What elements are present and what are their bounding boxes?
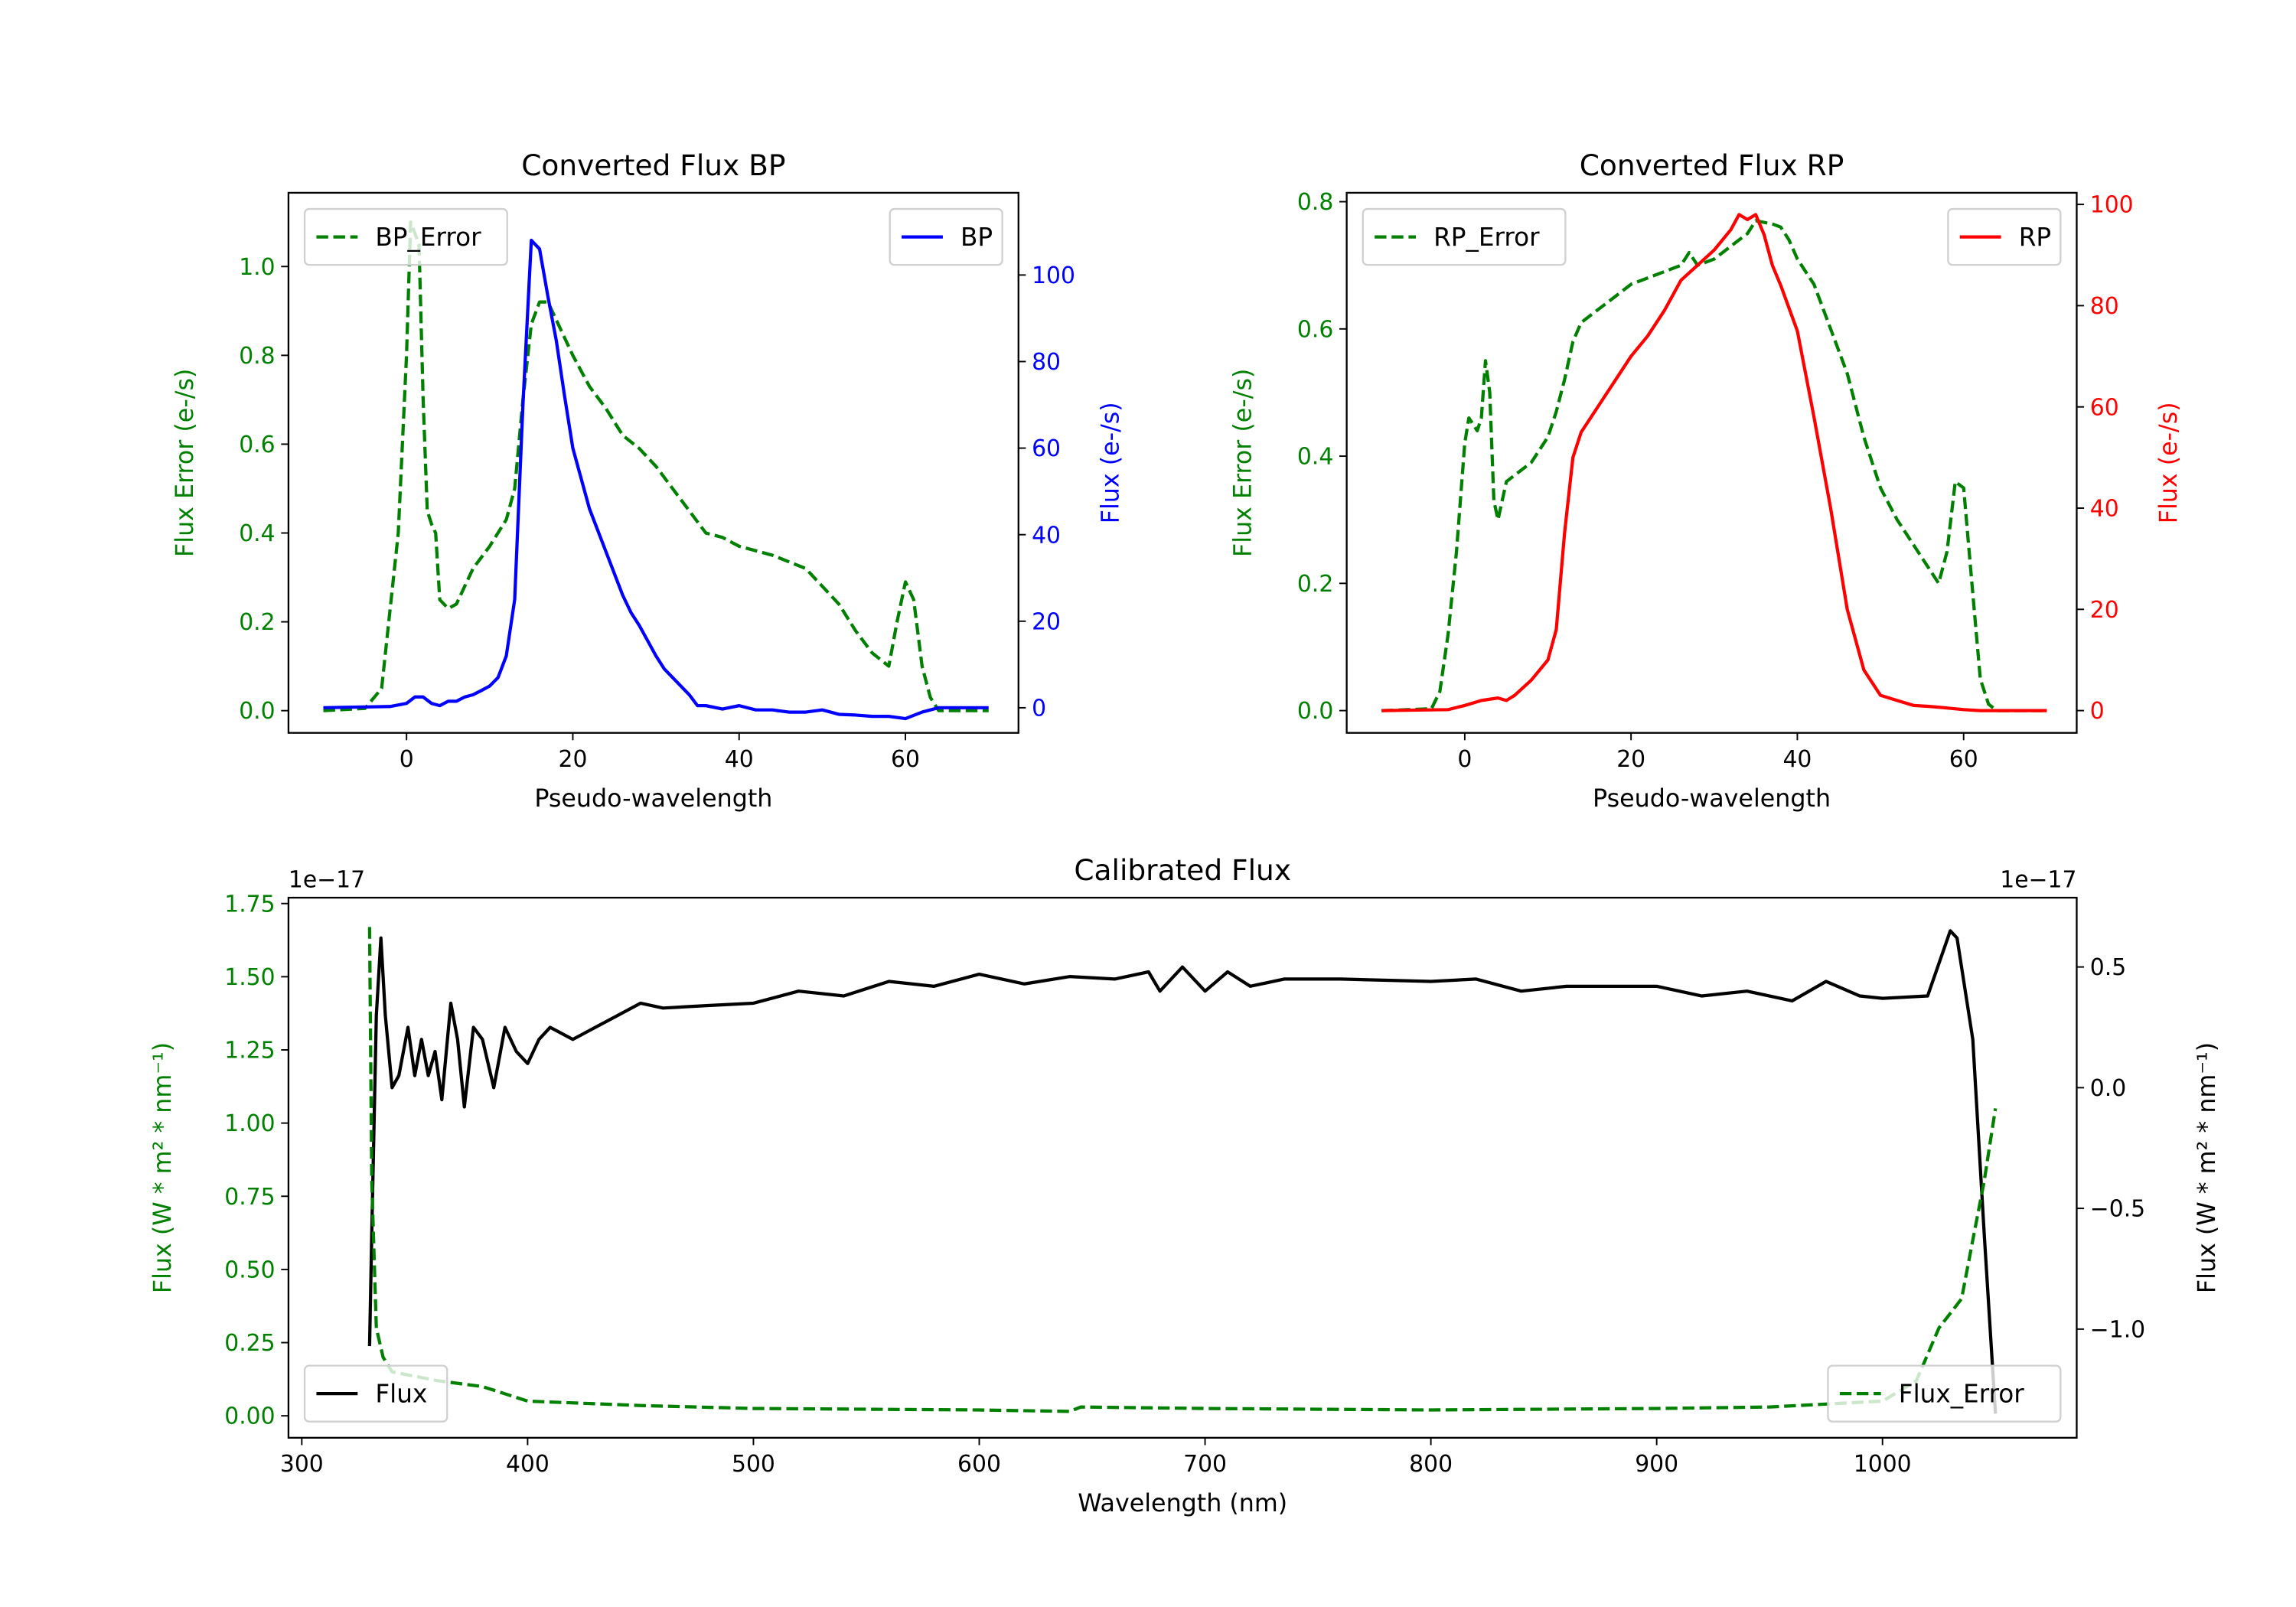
y-right-offset-label: 1e−17 bbox=[2000, 867, 2076, 894]
legend-bp: BP bbox=[889, 207, 1003, 266]
y-right-tick-label: 60 bbox=[2090, 394, 2119, 421]
legend-label: BP bbox=[960, 223, 993, 252]
y-left-tick-label: 0.4 bbox=[1297, 444, 1333, 471]
chart-title: Converted Flux BP bbox=[521, 148, 785, 182]
x-tick-label: 900 bbox=[1635, 1451, 1678, 1478]
y-right-tick-label: 80 bbox=[1032, 349, 1061, 376]
y-right-tick-label: 60 bbox=[1032, 435, 1061, 462]
y-right-tick-label: 0.5 bbox=[2090, 954, 2126, 981]
x-tick-label: 300 bbox=[280, 1451, 324, 1478]
legend-box bbox=[1947, 207, 2062, 266]
x-tick-label: 700 bbox=[1183, 1451, 1227, 1478]
axes-frame bbox=[1345, 191, 2078, 734]
series-line-flux bbox=[367, 929, 1998, 1414]
x-tick-label: 400 bbox=[506, 1451, 550, 1478]
series-line-rp bbox=[1381, 213, 2047, 712]
y-right-tick-label: 0.0 bbox=[2090, 1075, 2126, 1102]
legend-box bbox=[1362, 207, 1567, 266]
y-right-tick-label: 0 bbox=[1032, 695, 1046, 722]
y-left-tick-label: 0.0 bbox=[239, 698, 275, 725]
x-axis-label: Wavelength (nm) bbox=[1078, 1490, 1287, 1517]
chart-title: Calibrated Flux bbox=[1074, 853, 1291, 887]
x-tick-label: 800 bbox=[1409, 1451, 1453, 1478]
x-tick-label: 500 bbox=[732, 1451, 775, 1478]
x-tick-label: 60 bbox=[1949, 746, 1978, 773]
y-left-tick-label: 0.2 bbox=[239, 609, 275, 636]
x-tick-label: 600 bbox=[957, 1451, 1001, 1478]
y-right-tick-label: 80 bbox=[2090, 293, 2119, 320]
y-left-tick-label: 0.2 bbox=[1297, 571, 1333, 598]
y-left-tick-label: 0.8 bbox=[239, 343, 275, 370]
y-left-tick-label: 0.25 bbox=[224, 1330, 275, 1357]
legend-bp-error: BP_Error bbox=[303, 207, 508, 266]
x-tick-label: 20 bbox=[559, 746, 588, 773]
y-left-tick-label: 0.0 bbox=[1297, 698, 1333, 725]
y-right-tick-label: 0 bbox=[2090, 698, 2105, 725]
legend-label: RP bbox=[2019, 223, 2051, 252]
legend-rp-error: RP_Error bbox=[1362, 207, 1567, 266]
y-left-tick-label: 0.4 bbox=[239, 520, 275, 547]
y-left-axis-label: Flux Error (e-/s) bbox=[1230, 369, 1257, 557]
y-right-tick-label: 20 bbox=[2090, 597, 2119, 624]
y-left-tick-label: 1.00 bbox=[224, 1110, 275, 1137]
y-left-tick-label: 0.6 bbox=[239, 432, 275, 458]
y-left-tick-label: 1.0 bbox=[239, 254, 275, 281]
y-left-tick-label: 0.6 bbox=[1297, 316, 1333, 343]
series-line-rp-error bbox=[1381, 219, 2047, 712]
x-tick-label: 40 bbox=[725, 746, 754, 773]
y-left-tick-label: 1.75 bbox=[224, 891, 275, 918]
x-axis-label: Pseudo-wavelength bbox=[534, 785, 772, 813]
legend-label: RP_Error bbox=[1433, 223, 1540, 252]
x-tick-label: 0 bbox=[1457, 746, 1472, 773]
axes-frame bbox=[287, 191, 1019, 734]
x-tick-label: 1000 bbox=[1854, 1451, 1912, 1478]
y-left-tick-label: 1.25 bbox=[224, 1038, 275, 1064]
x-tick-label: 40 bbox=[1782, 746, 1812, 773]
x-tick-label: 20 bbox=[1616, 746, 1645, 773]
legend-box bbox=[1827, 1364, 2062, 1423]
y-left-offset-label: 1e−17 bbox=[289, 867, 365, 894]
y-right-axis-label: Flux (W * m² * nm⁻¹) bbox=[2193, 1042, 2221, 1293]
chart-0: 0 20 40 60 0.0 0.2 0.4 0.6 0.8 1.0 0 20 40 60 80 100 Con… bbox=[171, 148, 1125, 813]
x-tick-label: 0 bbox=[400, 746, 414, 773]
y-left-axis-label: Flux (W * m² * nm⁻¹) bbox=[149, 1042, 177, 1293]
legend-label: Flux bbox=[375, 1380, 427, 1409]
legend-flux-error: Flux_Error bbox=[1827, 1364, 2062, 1423]
y-right-axis-label: Flux (e-/s) bbox=[1097, 402, 1125, 523]
legend-box bbox=[889, 207, 1003, 266]
y-left-tick-label: 1.50 bbox=[224, 964, 275, 991]
legend-box bbox=[303, 207, 508, 266]
axes-frame bbox=[287, 896, 2078, 1439]
y-left-axis-label: Flux Error (e-/s) bbox=[171, 369, 199, 557]
y-right-tick-label: 100 bbox=[2090, 192, 2134, 219]
y-right-tick-label: −0.5 bbox=[2090, 1196, 2145, 1223]
y-left-tick-label: 0.75 bbox=[224, 1184, 275, 1211]
chart-title: Converted Flux RP bbox=[1580, 148, 1844, 182]
legend-box bbox=[303, 1364, 448, 1423]
y-left-tick-label: 0.50 bbox=[224, 1257, 275, 1283]
y-right-tick-label: 40 bbox=[1032, 522, 1061, 549]
legend-label: BP_Error bbox=[375, 223, 481, 252]
y-left-tick-label: 0.8 bbox=[1297, 189, 1333, 216]
y-right-axis-label: Flux (e-/s) bbox=[2155, 402, 2183, 523]
legend-flux: Flux bbox=[303, 1364, 448, 1423]
chart-1: 0 20 40 60 0.0 0.2 0.4 0.6 0.8 0 20 40 60 80 100 Conver… bbox=[1230, 148, 2183, 813]
y-right-tick-label: 20 bbox=[1032, 608, 1061, 635]
chart-2: 300 400 500 600 700 800 900 1000 0.00 0.25 0.50 0.7… bbox=[149, 853, 2221, 1517]
legend-rp: RP bbox=[1947, 207, 2062, 266]
y-right-tick-label: −1.0 bbox=[2090, 1316, 2145, 1343]
series-line-bp-error bbox=[323, 220, 989, 712]
y-right-tick-label: 100 bbox=[1032, 262, 1075, 289]
x-axis-label: Pseudo-wavelength bbox=[1593, 785, 1831, 813]
legend-label: Flux_Error bbox=[1899, 1380, 2025, 1409]
series-line-bp bbox=[323, 238, 989, 721]
y-right-tick-label: 40 bbox=[2090, 496, 2119, 523]
x-tick-label: 60 bbox=[891, 746, 920, 773]
y-left-tick-label: 0.00 bbox=[224, 1403, 275, 1430]
